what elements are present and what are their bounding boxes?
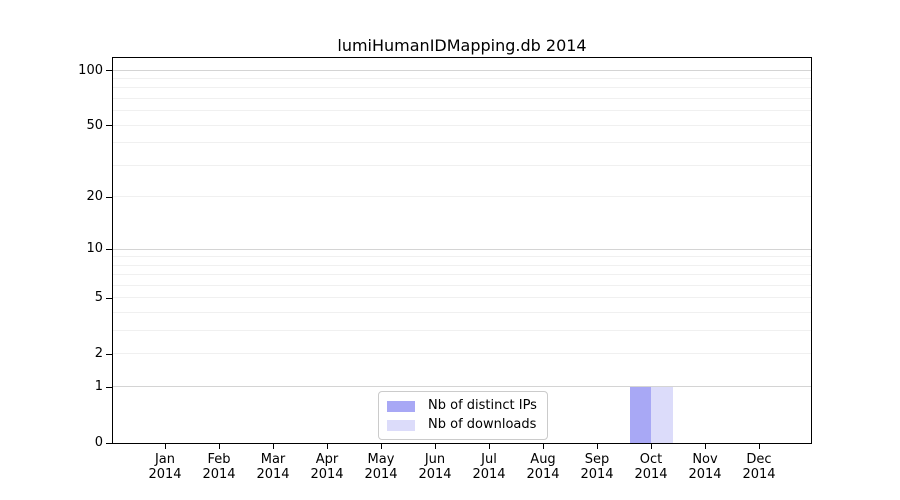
x-tick-year: 2014 [364, 467, 398, 482]
x-tick-month: Oct [639, 452, 663, 467]
x-tick-month: May [367, 452, 395, 467]
x-tick-month: Feb [207, 452, 231, 467]
x-tick-year: 2014 [688, 467, 722, 482]
x-tick-label: Sep 2014 [565, 452, 629, 482]
y-tick-label: 10 [86, 241, 103, 257]
gridline-minor [113, 87, 811, 89]
y-tick [106, 353, 112, 355]
x-tick-month: Jan [154, 452, 176, 467]
legend-item-downloads: Nb of downloads [387, 417, 537, 433]
bar-downloads-oct [651, 387, 673, 443]
gridline-minor [113, 256, 811, 258]
x-tick-month: Sep [584, 452, 610, 467]
x-tick-year: 2014 [418, 467, 452, 482]
x-tick-label: Dec 2014 [727, 452, 791, 482]
x-tick [164, 444, 166, 449]
gridline-major [113, 248, 811, 250]
x-tick-year: 2014 [580, 467, 614, 482]
y-tick [106, 442, 112, 444]
gridline-minor [113, 98, 811, 99]
plot-area: Nb of distinct IPs Nb of downloads [112, 57, 812, 444]
y-tick-label: 100 [78, 62, 103, 78]
x-tick [326, 444, 328, 449]
x-tick-label: Jan 2014 [133, 452, 197, 482]
y-tick-label: 5 [94, 290, 103, 306]
gridline-minor [113, 284, 811, 286]
legend-item-distinct-ips: Nb of distinct IPs [387, 398, 537, 414]
legend-swatch-downloads [387, 419, 415, 431]
x-tick [272, 444, 274, 449]
bar-layer [113, 58, 811, 443]
gridline-minor [113, 330, 811, 332]
y-tick [106, 125, 112, 127]
legend-swatch-distinct-ips [387, 400, 415, 412]
x-tick-month: Nov [692, 452, 718, 467]
x-tick-label: Aug 2014 [511, 452, 575, 482]
x-tick [758, 444, 760, 449]
x-tick-month: Jun [424, 452, 446, 467]
x-tick-label: Mar 2014 [241, 452, 305, 482]
gridline-minor [113, 312, 811, 314]
y-tick-label: 2 [94, 346, 103, 362]
legend: Nb of distinct IPs Nb of downloads [378, 391, 548, 440]
y-tick [106, 248, 112, 250]
x-tick-label: Jun 2014 [403, 452, 467, 482]
x-tick-month: Aug [530, 452, 556, 467]
x-tick-year: 2014 [310, 467, 344, 482]
gridline-minor [113, 124, 811, 126]
grid-layer [113, 58, 811, 443]
y-tick-label: 0 [94, 435, 103, 450]
x-tick [704, 444, 706, 449]
legend-label-downloads: Nb of downloads [428, 417, 537, 432]
x-tick-year: 2014 [742, 467, 776, 482]
x-tick [380, 444, 382, 449]
legend-label-distinct-ips: Nb of distinct IPs [428, 398, 537, 413]
x-tick [488, 444, 490, 449]
x-tick-year: 2014 [256, 467, 290, 482]
x-tick-label: Oct 2014 [619, 452, 683, 482]
x-tick-label: Feb 2014 [187, 452, 251, 482]
y-tick [106, 386, 112, 388]
y-tick-label: 20 [86, 189, 103, 205]
x-tick-year: 2014 [148, 467, 182, 482]
y-tick [106, 297, 112, 299]
y-tick-label: 1 [94, 379, 103, 395]
x-tick-year: 2014 [526, 467, 560, 482]
x-tick [650, 444, 652, 449]
gridline-minor [113, 297, 811, 299]
gridline-minor [113, 142, 811, 144]
bar-distinct-ips-oct [629, 387, 651, 443]
x-tick [596, 444, 598, 449]
gridline-minor [113, 77, 811, 79]
gridline-minor [113, 164, 811, 166]
gridline-major [113, 69, 811, 71]
x-tick-label: Apr 2014 [295, 452, 359, 482]
y-tick [106, 196, 112, 198]
x-tick-label: Nov 2014 [673, 452, 737, 482]
x-tick [434, 444, 436, 449]
y-tick [106, 70, 112, 72]
x-tick-month: Apr [315, 452, 339, 467]
x-tick-year: 2014 [472, 467, 506, 482]
gridline-major [113, 386, 811, 388]
x-tick-label: May 2014 [349, 452, 413, 482]
gridline-minor [113, 274, 811, 276]
gridline-minor [113, 353, 811, 355]
x-tick-month: Mar [260, 452, 286, 467]
gridline-minor [113, 264, 811, 266]
x-tick-month: Jul [481, 452, 497, 467]
x-tick-year: 2014 [634, 467, 668, 482]
y-tick-label: 50 [86, 117, 103, 133]
gridline-minor [113, 196, 811, 198]
gridline-minor [113, 110, 811, 112]
x-tick-month: Dec [746, 452, 772, 467]
chart-title: lumiHumanIDMapping.db 2014 [337, 36, 587, 55]
x-tick [218, 444, 220, 449]
x-tick [542, 444, 544, 449]
x-tick-year: 2014 [202, 467, 236, 482]
x-tick-label: Jul 2014 [457, 452, 521, 482]
